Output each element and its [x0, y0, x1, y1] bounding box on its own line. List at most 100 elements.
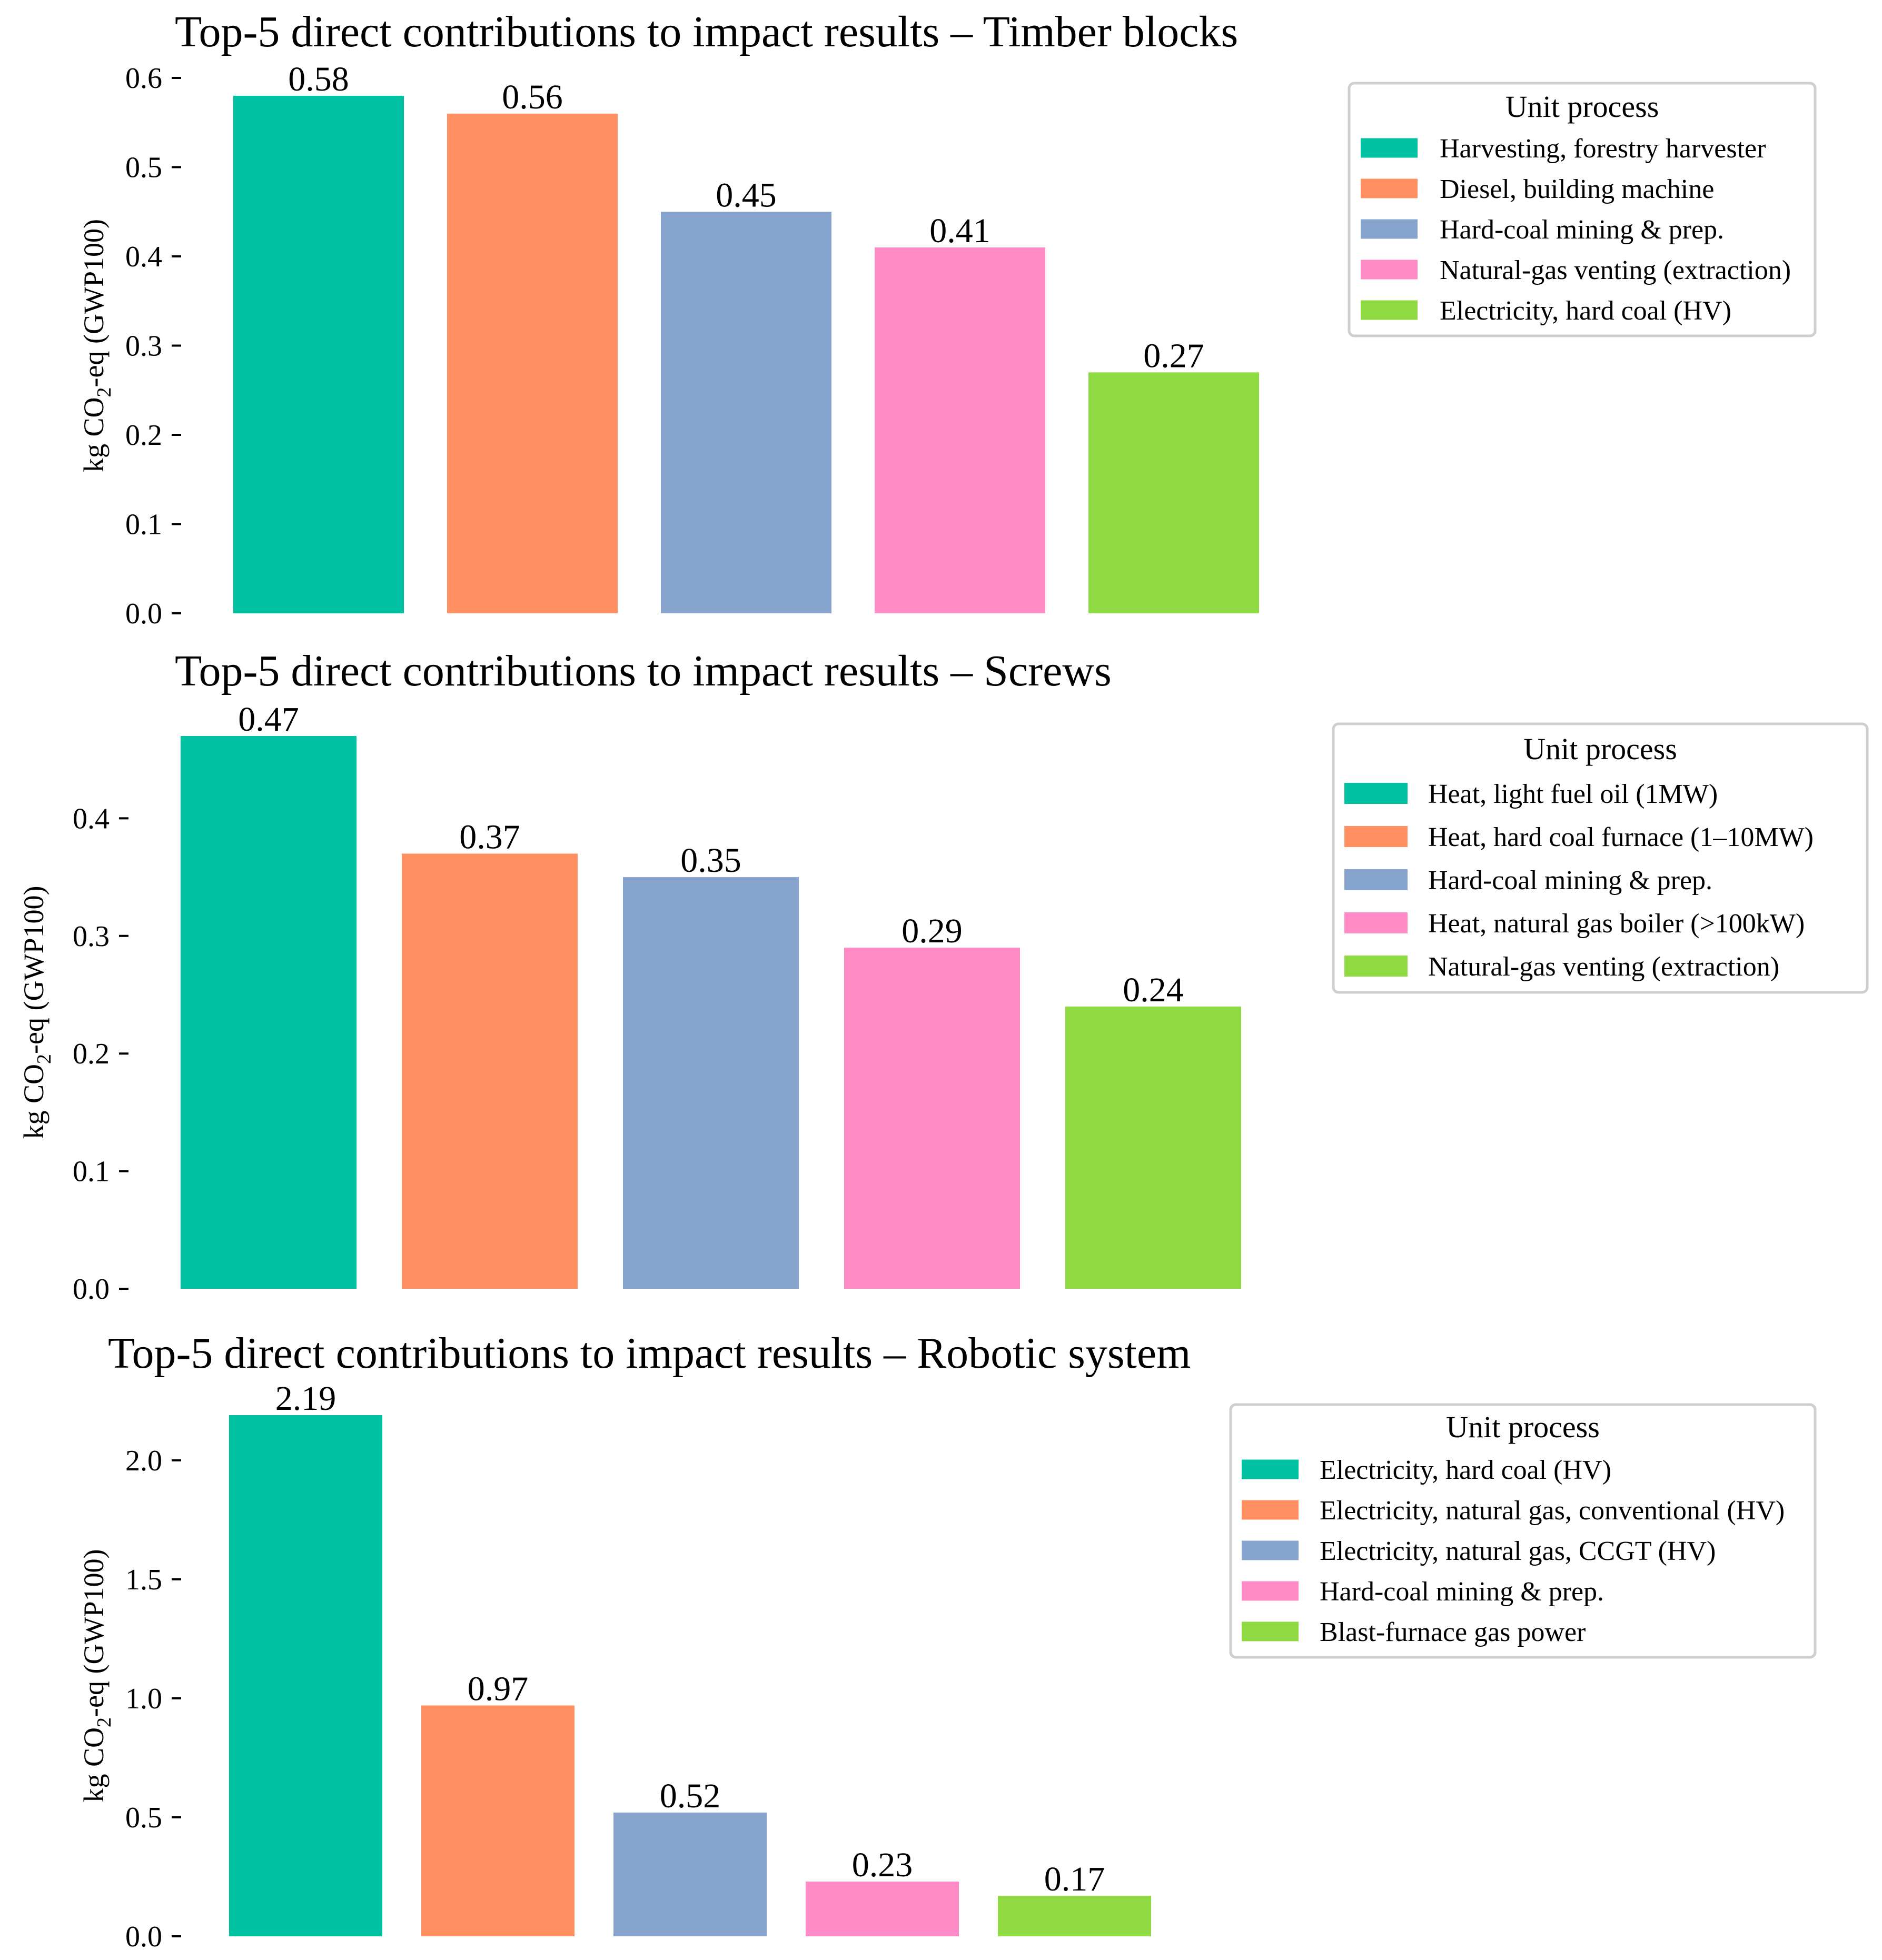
legend-swatch	[1344, 783, 1408, 804]
y-tick-label: 0.6	[125, 62, 162, 95]
legend-entry-label: Electricity, hard coal (HV)	[1320, 1455, 1611, 1485]
y-axis-label-sub: 2	[93, 387, 115, 397]
legend-swatch	[1242, 1621, 1299, 1641]
y-tick-label: 0.2	[125, 419, 162, 452]
bar-2	[402, 853, 578, 1289]
y-tick-label: 0.1	[73, 1156, 110, 1188]
bar-value-label: 0.41	[929, 212, 990, 250]
legend-swatch	[1344, 956, 1408, 977]
bar-value-label: 0.17	[1044, 1860, 1105, 1898]
legend-swatch	[1242, 1500, 1299, 1520]
y-axis-label-pre: kg CO	[78, 397, 110, 472]
bar-value-label: 0.97	[468, 1670, 529, 1708]
legend-entry-label: Diesel, building machine	[1440, 174, 1714, 204]
y-axis-label-post: -eq (GWP100)	[78, 1549, 110, 1717]
legend-entry-label: Heat, natural gas boiler (>100kW)	[1428, 909, 1805, 939]
y-axis-label-post: -eq (GWP100)	[78, 219, 110, 387]
legend-entry-label: Electricity, natural gas, conventional (…	[1320, 1496, 1785, 1526]
legend-swatch	[1344, 869, 1408, 890]
legend-box	[1348, 82, 1817, 337]
y-tick-label: 1.0	[125, 1683, 162, 1715]
y-axis-label: kg CO2-eq (GWP100)	[78, 1549, 115, 1803]
bar-1	[229, 1415, 382, 1936]
legend-entry-label: Hard-coal mining & prep.	[1320, 1577, 1604, 1607]
legend-entry-label: Natural-gas venting (extraction)	[1440, 255, 1791, 285]
legend-entry-label: Blast-furnace gas power	[1320, 1617, 1586, 1647]
bar-3	[623, 877, 799, 1289]
y-tick-label: 0.3	[125, 330, 162, 363]
legend: Unit process Heat, light fuel oil (1MW) He…	[1332, 722, 1869, 994]
bar-4	[806, 1882, 959, 1936]
y-tick-label: 0.5	[125, 152, 162, 184]
bar-3	[661, 212, 831, 613]
bar-value-label: 0.24	[1123, 971, 1184, 1009]
bar-value-label: 0.45	[716, 176, 777, 214]
legend-entry-label: Electricity, hard coal (HV)	[1440, 296, 1731, 326]
y-tick-label: 0.1	[125, 509, 162, 541]
bar-value-label: 0.58	[288, 60, 349, 98]
chart-title: Top-5 direct contributions to impact res…	[175, 7, 1238, 56]
legend-swatch	[1361, 219, 1418, 239]
y-tick-label: 0.2	[73, 1038, 110, 1070]
bar-5	[1065, 1006, 1241, 1289]
legend-swatch	[1344, 826, 1408, 847]
y-tick-label: 1.5	[125, 1564, 162, 1596]
chart-title: Top-5 direct contributions to impact res…	[175, 646, 1112, 695]
y-tick-label: 0.4	[73, 802, 110, 835]
bar-value-label: 0.52	[660, 1777, 721, 1815]
legend-entry-label: Harvesting, forestry harvester	[1440, 134, 1766, 164]
bar-value-label: 0.35	[680, 841, 741, 880]
y-axis-label-sub: 2	[93, 1717, 115, 1727]
bar-value-label: 2.19	[275, 1379, 336, 1418]
bar-value-label: 0.23	[852, 1846, 913, 1884]
legend-title: Unit process	[1523, 732, 1677, 766]
y-axis-label-sub: 2	[33, 1054, 55, 1064]
legend-entry-label: Hard-coal mining & prep.	[1440, 215, 1724, 245]
y-tick-label: 0.0	[125, 1921, 162, 1953]
legend-swatch	[1361, 260, 1418, 280]
y-axis-label-pre: kg CO	[18, 1064, 49, 1139]
legend-entry-label: Natural-gas venting (extraction)	[1428, 952, 1779, 982]
legend-entry-label: Electricity, natural gas, CCGT (HV)	[1320, 1536, 1716, 1566]
y-tick-label: 0.0	[125, 598, 162, 630]
legend: Unit process Harvesting, forestry harvest…	[1348, 82, 1817, 337]
y-axis-label: kg CO2-eq (GWP100)	[18, 886, 55, 1139]
bar-5	[998, 1896, 1151, 1936]
legend-swatch	[1242, 1459, 1299, 1479]
bar-5	[1088, 372, 1259, 613]
y-axis-label-pre: kg CO	[78, 1727, 110, 1803]
legend-box	[1229, 1403, 1817, 1659]
legend-swatch	[1344, 912, 1408, 933]
legend-entry-label: Heat, hard coal furnace (1–10MW)	[1428, 822, 1814, 852]
legend-entry-label: Heat, light fuel oil (1MW)	[1428, 779, 1718, 809]
legend-swatch	[1242, 1581, 1299, 1601]
y-axis-label: kg CO2-eq (GWP100)	[78, 219, 115, 472]
chart-panel-3: Top-5 direct contributions to impact res…	[78, 1329, 1817, 1953]
y-tick-label: 0.4	[125, 241, 162, 273]
legend-swatch	[1361, 138, 1418, 158]
bar-value-label: 0.47	[238, 700, 299, 739]
bar-2	[421, 1705, 574, 1936]
bar-3	[613, 1812, 767, 1936]
legend-box	[1332, 722, 1869, 994]
legend-swatch	[1242, 1540, 1299, 1560]
legend-swatch	[1361, 178, 1418, 198]
bar-4	[875, 247, 1045, 613]
y-tick-label: 0.5	[125, 1802, 162, 1834]
legend-swatch	[1361, 300, 1418, 320]
bar-value-label: 0.29	[902, 912, 963, 950]
bar-value-label: 0.37	[459, 818, 520, 856]
bar-1	[233, 95, 404, 613]
legend-title: Unit process	[1505, 89, 1659, 124]
legend-entry-label: Hard-coal mining & prep.	[1428, 865, 1712, 896]
y-tick-label: 2.0	[125, 1445, 162, 1477]
y-tick-label: 0.0	[73, 1273, 110, 1306]
chart-panel-1: Top-5 direct contributions to impact res…	[78, 7, 1817, 630]
y-axis-label-post: -eq (GWP100)	[18, 886, 49, 1054]
y-tick-label: 0.3	[73, 920, 110, 953]
bar-4	[844, 948, 1020, 1289]
chart-title: Top-5 direct contributions to impact res…	[108, 1329, 1191, 1378]
legend: Unit process Electricity, hard coal (HV) E…	[1229, 1403, 1817, 1659]
legend-title: Unit process	[1446, 1410, 1600, 1444]
